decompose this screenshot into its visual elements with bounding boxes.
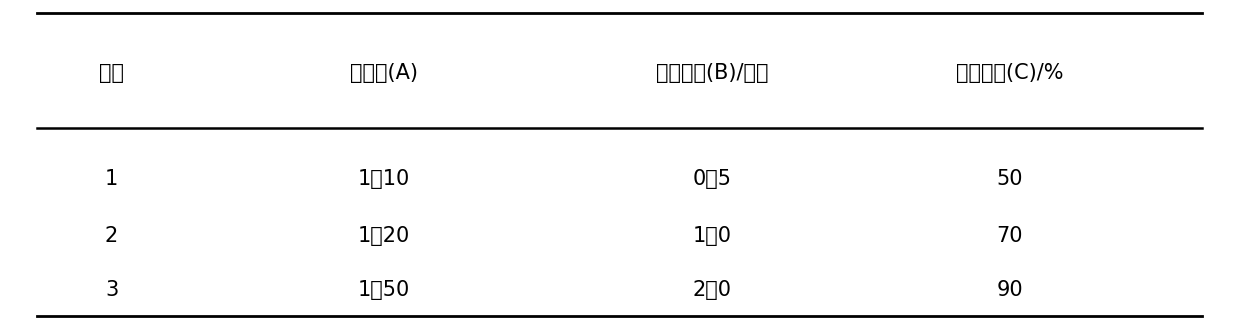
Text: 90: 90: [996, 280, 1023, 300]
Text: 1．0: 1．0: [693, 226, 732, 246]
Text: 1：10: 1：10: [358, 169, 410, 189]
Text: 乙醇浓度(C)/%: 乙醇浓度(C)/%: [957, 63, 1063, 83]
Text: 水平: 水平: [99, 63, 124, 83]
Text: 2．0: 2．0: [693, 280, 732, 300]
Text: 50: 50: [996, 169, 1023, 189]
Text: 2: 2: [105, 226, 118, 246]
Text: 3: 3: [105, 280, 118, 300]
Text: 1：20: 1：20: [358, 226, 410, 246]
Text: 1：50: 1：50: [358, 280, 410, 300]
Text: 1: 1: [105, 169, 118, 189]
Text: 70: 70: [996, 226, 1023, 246]
Text: 0．5: 0．5: [693, 169, 732, 189]
Text: 提取时间(B)/小时: 提取时间(B)/小时: [657, 63, 768, 83]
Text: 料液比(A): 料液比(A): [351, 63, 418, 83]
